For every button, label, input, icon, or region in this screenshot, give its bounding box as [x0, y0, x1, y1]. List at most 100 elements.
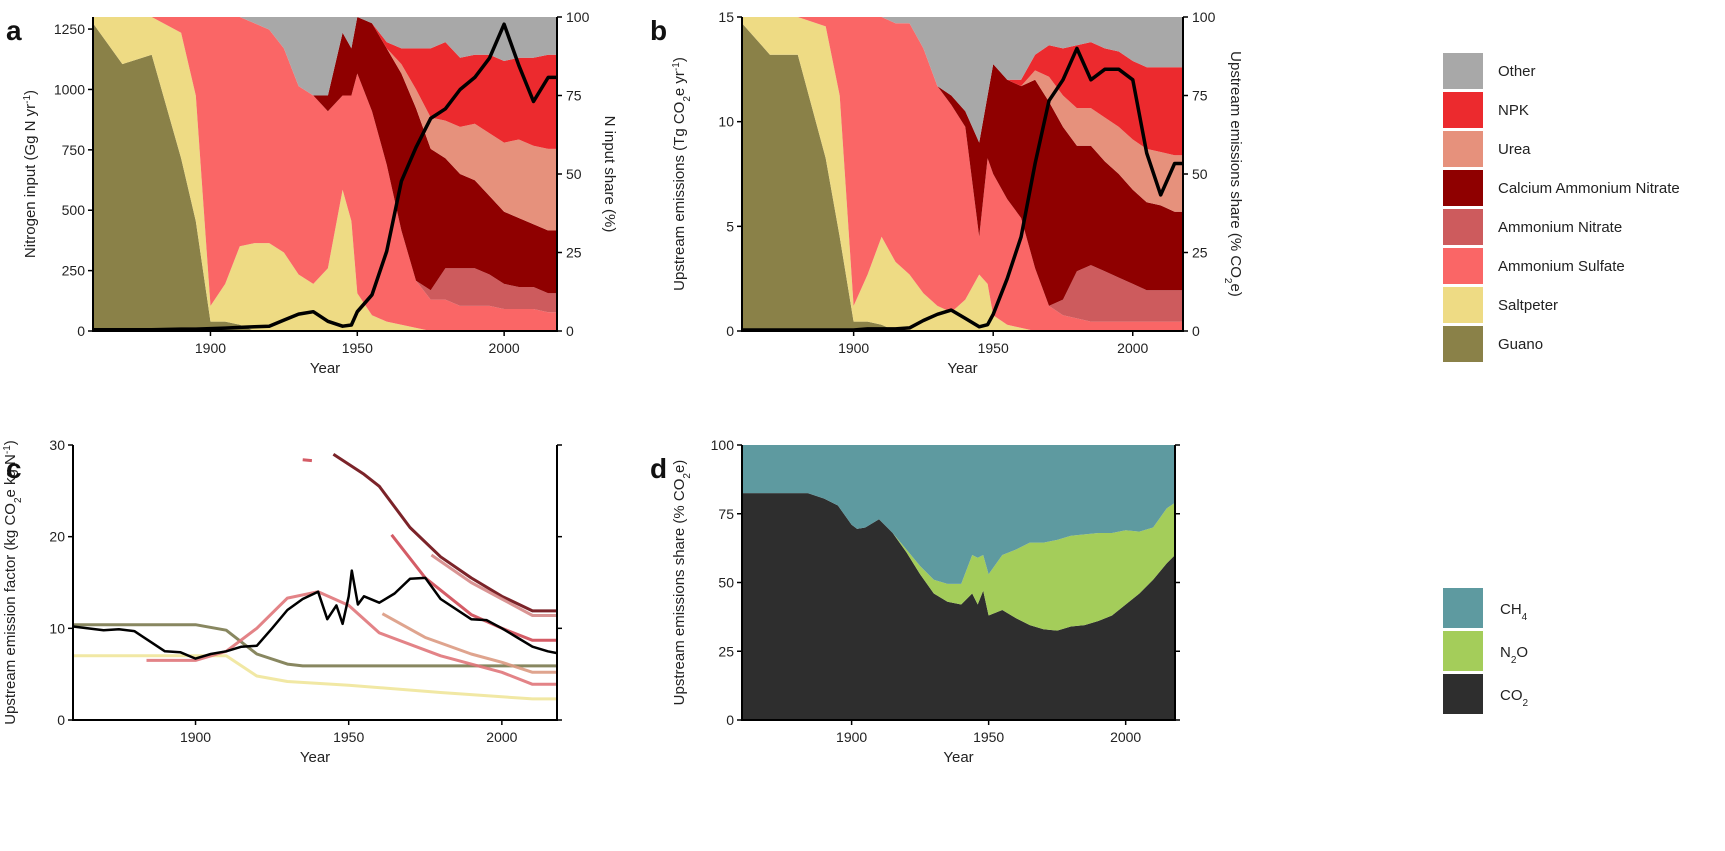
line-npk — [381, 612, 557, 674]
legend-label-other: Other — [1498, 63, 1536, 80]
y-tick-label: 500 — [62, 202, 86, 218]
legend-swatch-n2o — [1443, 631, 1483, 671]
area-calcium-ammonium-nitrate — [742, 17, 1183, 306]
legend-label-ammonium-nitrate: Ammonium Nitrate — [1498, 219, 1622, 236]
panel-label: d — [650, 453, 667, 484]
panel-c: 1900 1950 2000 Year 0 10 20 30 Upstream emission… — [2, 437, 562, 766]
x-tick-label: 1950 — [973, 729, 1004, 745]
y-tick-label: 30 — [49, 437, 65, 453]
legend-swatch-guano — [1443, 326, 1483, 362]
y2-tick-label: 100 — [1192, 9, 1216, 25]
y-tick-label: 75 — [718, 506, 734, 522]
area-urea — [93, 17, 557, 231]
line-weighted-average — [72, 569, 558, 660]
area-ch4 — [742, 445, 1175, 584]
x-tick-label: 1900 — [180, 729, 211, 745]
area-co2 — [742, 493, 1175, 720]
legend-label-co2: CO2 — [1500, 687, 1529, 709]
y-tick-label: 10 — [718, 114, 734, 130]
area-ammonium-nitrate — [742, 17, 1183, 322]
area-calcium-ammonium-nitrate — [93, 17, 557, 294]
x-tick-label: 2000 — [1117, 340, 1148, 356]
y-tick-label: 1250 — [54, 21, 85, 37]
y2-tick-label: 0 — [1192, 323, 1200, 339]
x-tick-label: 1950 — [333, 729, 364, 745]
area-saltpeter — [93, 17, 557, 331]
y2-tick-label: 100 — [566, 9, 590, 25]
y-tick-label: 0 — [77, 323, 85, 339]
y2-tick-label: 50 — [566, 166, 582, 182]
y-axis-label: Upstream emissions (Tg CO2e yr-1) — [671, 57, 693, 291]
x-tick-label: 1900 — [838, 340, 869, 356]
area-n2o — [742, 493, 1175, 631]
legend-label-saltpeter: Saltpeter — [1498, 297, 1558, 314]
x-tick-label: 1900 — [195, 340, 226, 356]
y-tick-label: 5 — [726, 218, 734, 234]
legend-swatch-ammonium-sulfate — [1443, 248, 1483, 284]
legend-gas: CH4 N2O CO2 — [1443, 588, 1529, 714]
x-tick-label: 1950 — [342, 340, 373, 356]
legend-label-ch4: CH4 — [1500, 601, 1528, 623]
y2-tick-label: 50 — [1192, 166, 1208, 182]
legend-label-urea: Urea — [1498, 141, 1531, 158]
panel-a: 1900 1950 2000Year025050075010001250Nitrog… — [6, 9, 618, 377]
area-npk — [93, 17, 557, 149]
legend-swatch-saltpeter — [1443, 287, 1483, 323]
legend-label-guano: Guano — [1498, 336, 1543, 353]
x-axis-label: Year — [310, 360, 340, 377]
legend-label-calcium-ammonium-nitrate: Calcium Ammonium Nitrate — [1498, 180, 1680, 197]
legend-swatch-urea — [1443, 131, 1483, 167]
x-tick-label: 1900 — [836, 729, 867, 745]
x-tick-label: 2000 — [1110, 729, 1141, 745]
line-guano — [73, 623, 557, 668]
area-other — [742, 17, 1183, 143]
area-ammonium-sulfate — [742, 17, 1183, 331]
y-tick-label: 0 — [57, 712, 65, 728]
line-saltpeter — [73, 654, 557, 701]
y-tick-label: 15 — [718, 9, 734, 25]
y-axis-label: Upstream emissions share (% CO2e) — [671, 460, 693, 706]
y-tick-label: 1000 — [54, 81, 85, 97]
line-total-nitrogen-input — [93, 22, 557, 332]
area-guano — [742, 23, 1183, 332]
y2-tick-label: 25 — [566, 245, 582, 261]
legend-swatch-npk — [1443, 92, 1483, 128]
area-guano — [93, 23, 557, 332]
legend-label-npk: NPK — [1498, 102, 1529, 119]
x-tick-label: 2000 — [486, 729, 517, 745]
y-tick-label: 750 — [62, 142, 86, 158]
y-tick-label: 100 — [711, 437, 735, 453]
y-tick-label: 25 — [718, 643, 734, 659]
y-tick-label: 10 — [49, 620, 65, 636]
line-ammonium-nitrate-early — [302, 458, 313, 463]
area-other — [93, 17, 557, 96]
y-tick-label: 20 — [49, 529, 65, 545]
area-urea — [742, 17, 1183, 212]
y-tick-label: 50 — [718, 575, 734, 591]
y-tick-label: 250 — [62, 263, 86, 279]
x-axis-label: Year — [943, 749, 973, 766]
y2-tick-label: 75 — [566, 88, 582, 104]
y-tick-label: 0 — [726, 323, 734, 339]
line-calcium-ammonium-nitrate — [332, 452, 557, 613]
legend-label-n2o: N2O — [1500, 644, 1528, 666]
line-urea — [430, 553, 557, 617]
line-ammonium-sulfate — [146, 590, 557, 686]
panel-label: c — [6, 453, 22, 484]
panel-b: 1900 1950 2000 Year 0 5 10 15 Upstream emissions… — [650, 9, 1244, 377]
panel-label: b — [650, 15, 667, 46]
x-axis-label: Year — [947, 360, 977, 377]
line-ammonium-nitrate — [390, 533, 557, 642]
legend-swatch-co2 — [1443, 674, 1483, 714]
y2-axis-label: N input share (%) — [601, 116, 618, 233]
y2-tick-label: 0 — [566, 323, 574, 339]
y2-tick-label: 25 — [1192, 245, 1208, 261]
x-axis-label: Year — [300, 749, 330, 766]
panel-label: a — [6, 15, 22, 46]
x-tick-label: 2000 — [489, 340, 520, 356]
legend-swatch-calcium-ammonium-nitrate — [1443, 170, 1483, 206]
y-axis-label: Upstream emission factor (kg CO2e kg N-1… — [2, 440, 24, 725]
legend-swatch-other — [1443, 53, 1483, 89]
legend-label-ammonium-sulfate: Ammonium Sulfate — [1498, 258, 1625, 275]
